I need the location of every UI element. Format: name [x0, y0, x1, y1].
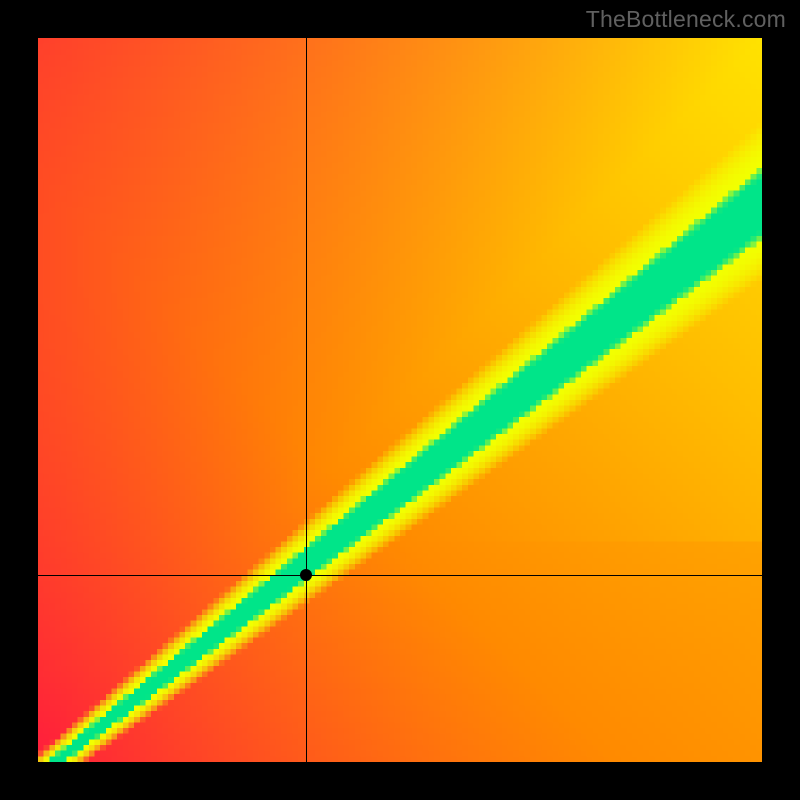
bottleneck-heatmap [38, 38, 762, 762]
data-point-marker [300, 569, 312, 581]
crosshair-vertical [306, 38, 307, 762]
crosshair-horizontal [38, 575, 762, 576]
heatmap-canvas [38, 38, 762, 762]
watermark-text: TheBottleneck.com [586, 6, 786, 33]
